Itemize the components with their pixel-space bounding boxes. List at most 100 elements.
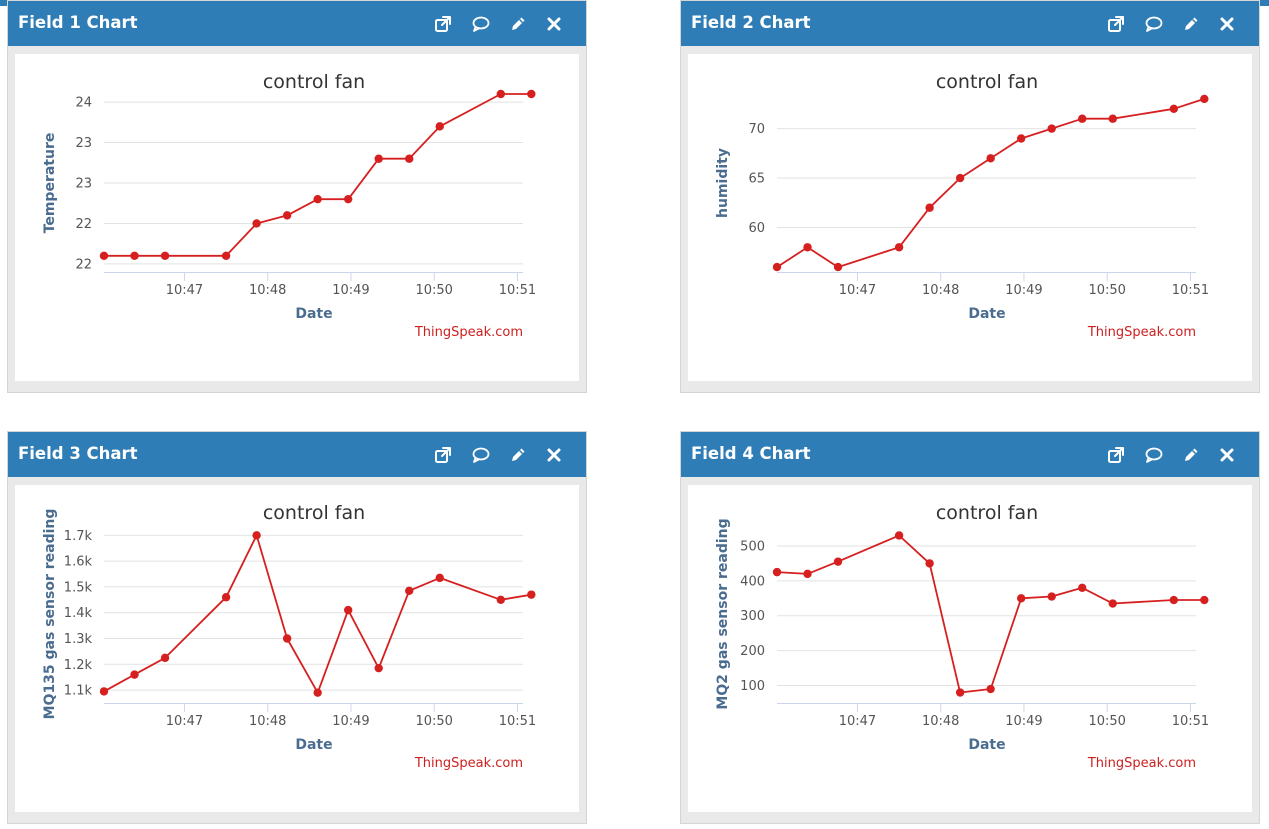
data-point[interactable] xyxy=(374,663,383,673)
data-point[interactable] xyxy=(1108,599,1117,608)
data-point[interactable] xyxy=(99,251,109,261)
data-point[interactable] xyxy=(374,154,383,163)
data-point[interactable] xyxy=(925,203,934,212)
data-point[interactable] xyxy=(1078,114,1087,123)
x-tick-label: 10:48 xyxy=(922,714,959,729)
data-point[interactable] xyxy=(160,653,170,663)
close-icon[interactable] xyxy=(544,14,564,34)
field-3-chart-panel: Field 3 Chart 1.1k 1.2k 1.3k 1.4k 1.5k 1.6k 1.… xyxy=(7,431,587,824)
data-point[interactable] xyxy=(1200,94,1209,104)
data-point[interactable] xyxy=(1047,124,1056,133)
y-tick-label: 1.3k xyxy=(64,632,93,647)
data-point[interactable] xyxy=(955,688,965,697)
comment-icon[interactable] xyxy=(1144,14,1164,34)
close-icon[interactable] xyxy=(544,445,564,465)
data-point[interactable] xyxy=(1016,134,1026,143)
data-point[interactable] xyxy=(527,89,536,99)
thingspeak-credit-link[interactable]: ThingSpeak.com xyxy=(414,756,523,771)
data-point[interactable] xyxy=(405,586,414,595)
data-point[interactable] xyxy=(1169,595,1179,605)
data-point[interactable] xyxy=(343,605,353,615)
comment-icon[interactable] xyxy=(471,445,491,465)
data-point[interactable] xyxy=(343,194,353,204)
line-chart: 1.1k 1.2k 1.3k 1.4k 1.5k 1.6k 1.7k 10:47 10:48 10… xyxy=(42,502,536,771)
panel-title: Field 2 Chart xyxy=(691,13,811,32)
external-link-icon[interactable] xyxy=(1106,445,1126,465)
chart-area: 1.1k 1.2k 1.3k 1.4k 1.5k 1.6k 1.7k 10:47 10:48 10… xyxy=(15,485,579,812)
field-1-chart-panel: Field 1 Chart 22 22 23 23 24 10:47 10:48 10:49 1… xyxy=(7,0,587,393)
external-link-icon[interactable] xyxy=(1106,14,1126,34)
data-point[interactable] xyxy=(1078,583,1087,593)
data-point[interactable] xyxy=(833,262,843,272)
data-point[interactable] xyxy=(435,122,444,131)
x-tick-label: 10:47 xyxy=(166,714,203,729)
thingspeak-credit-link[interactable]: ThingSpeak.com xyxy=(1087,325,1196,340)
data-point[interactable] xyxy=(252,531,261,540)
data-point[interactable] xyxy=(1047,592,1056,601)
comment-icon[interactable] xyxy=(1144,445,1164,465)
y-tick-label: 300 xyxy=(740,609,765,624)
field-2-chart-panel: Field 2 Chart 60 65 70 10:47 10:48 10:49 10:50… xyxy=(680,0,1260,393)
x-tick-label: 10:47 xyxy=(839,283,876,298)
x-tick-label: 10:51 xyxy=(499,283,536,298)
data-point[interactable] xyxy=(986,684,995,694)
data-point[interactable] xyxy=(772,262,782,272)
data-point[interactable] xyxy=(925,559,934,568)
data-point[interactable] xyxy=(1108,114,1117,123)
edit-icon[interactable] xyxy=(1181,14,1201,34)
y-tick-label: 24 xyxy=(75,96,92,111)
data-point[interactable] xyxy=(1169,104,1179,114)
edit-icon[interactable] xyxy=(508,14,528,34)
y-tick-label: 1.4k xyxy=(64,606,93,621)
y-tick-label: 1.1k xyxy=(64,684,93,699)
chart-title: control fan xyxy=(263,71,365,93)
data-point[interactable] xyxy=(894,531,904,540)
data-point[interactable] xyxy=(252,219,261,228)
panel-title: Field 1 Chart xyxy=(18,13,138,32)
chart-area: 100 200 300 400 500 10:47 10:48 10:49 10:50 10:51… xyxy=(688,485,1252,812)
data-point[interactable] xyxy=(130,251,139,261)
x-tick-label: 10:49 xyxy=(1005,714,1042,729)
y-tick-label: 60 xyxy=(748,221,765,236)
data-point[interactable] xyxy=(130,670,139,679)
data-point[interactable] xyxy=(435,573,444,583)
x-tick-label: 10:50 xyxy=(1088,714,1125,729)
data-point[interactable] xyxy=(313,194,322,204)
data-point[interactable] xyxy=(1016,594,1026,603)
close-icon[interactable] xyxy=(1217,445,1237,465)
data-point[interactable] xyxy=(313,688,322,697)
data-point[interactable] xyxy=(496,595,506,605)
data-point[interactable] xyxy=(803,569,812,579)
data-point[interactable] xyxy=(160,251,170,261)
x-tick-label: 10:51 xyxy=(499,714,536,729)
data-point[interactable] xyxy=(527,590,536,599)
y-tick-label: 1.2k xyxy=(64,658,93,673)
data-point[interactable] xyxy=(894,243,904,252)
edit-icon[interactable] xyxy=(1181,445,1201,465)
y-tick-label: 1.7k xyxy=(64,529,93,544)
thingspeak-credit-link[interactable]: ThingSpeak.com xyxy=(414,325,523,340)
data-point[interactable] xyxy=(496,89,506,99)
x-tick-label: 10:49 xyxy=(332,714,369,729)
close-icon[interactable] xyxy=(1217,14,1237,34)
data-point[interactable] xyxy=(803,243,812,252)
panel-title: Field 4 Chart xyxy=(691,444,811,463)
data-point[interactable] xyxy=(955,173,965,183)
y-tick-label: 100 xyxy=(740,679,765,694)
data-point[interactable] xyxy=(833,557,843,566)
x-tick-label: 10:49 xyxy=(332,283,369,298)
edit-icon[interactable] xyxy=(508,445,528,465)
data-point[interactable] xyxy=(772,567,782,577)
data-point[interactable] xyxy=(1200,595,1209,605)
thingspeak-credit-link[interactable]: ThingSpeak.com xyxy=(1087,756,1196,771)
data-point[interactable] xyxy=(282,634,292,643)
external-link-icon[interactable] xyxy=(433,445,453,465)
data-point[interactable] xyxy=(221,251,231,261)
comment-icon[interactable] xyxy=(471,14,491,34)
data-point[interactable] xyxy=(221,593,231,602)
data-point[interactable] xyxy=(282,211,292,220)
external-link-icon[interactable] xyxy=(433,14,453,34)
data-point[interactable] xyxy=(99,687,109,696)
data-point[interactable] xyxy=(986,154,995,163)
data-point[interactable] xyxy=(405,154,414,163)
